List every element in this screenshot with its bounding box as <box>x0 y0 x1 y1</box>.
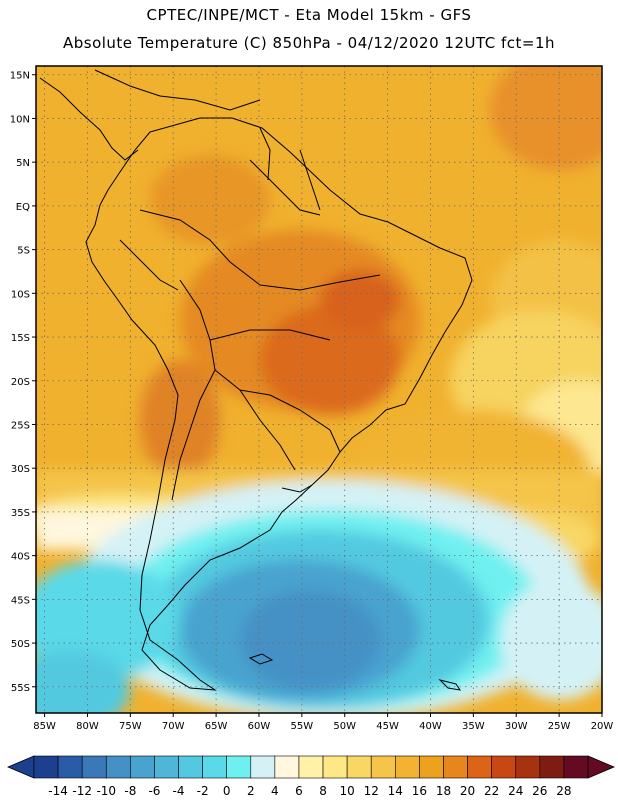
colorbar-swatch <box>443 755 468 779</box>
lat-label: 55S <box>11 683 30 694</box>
colorbar-label: -14 <box>48 784 68 798</box>
lat-label: 5S <box>17 246 30 257</box>
latitude-labels: 15N 10N 5N EQ 5S 10S 15S 20S 25S 30S 35S 40S 45S 50S 5… <box>10 71 30 694</box>
map-frame <box>35 65 603 714</box>
colorbar-label: 28 <box>556 784 571 798</box>
lon-label: 75W <box>119 721 142 732</box>
lat-label: 5N <box>16 158 30 169</box>
colorbar-swatch <box>346 755 372 779</box>
colorbar-swatch <box>515 755 541 779</box>
lon-label: 35W <box>462 721 485 732</box>
longitude-labels: 85W 80W 75W 70W 65W 60W 55W 50W 45W 40W 35W 30W 25W 2… <box>33 721 613 732</box>
lon-label: 65W <box>205 721 228 732</box>
colorbar-swatch <box>154 755 179 779</box>
colorbar-label: 22 <box>484 784 499 798</box>
colorbar-label: 18 <box>436 784 451 798</box>
colorbar-swatch <box>226 755 252 779</box>
lat-label: 10S <box>11 289 30 300</box>
lat-label: 10N <box>10 114 30 125</box>
lat-label: 15S <box>11 333 30 344</box>
colorbar-swatch <box>298 755 324 779</box>
colorbar-swatch <box>539 755 565 779</box>
colorbar-swatch <box>105 755 131 779</box>
coastlines <box>39 69 473 691</box>
lon-label: 60W <box>248 721 271 732</box>
lat-label: 50S <box>11 639 30 650</box>
lat-label: 15N <box>10 71 30 82</box>
lon-label: 20W <box>591 721 614 732</box>
colorbar-label: 10 <box>339 784 354 798</box>
colorbar-swatch <box>563 755 589 779</box>
colorbar-label: -4 <box>173 784 185 798</box>
colorbar-label: 0 <box>223 784 231 798</box>
colorbar-label: 14 <box>388 784 403 798</box>
colorbar-swatch <box>322 755 348 779</box>
colorbar-label: -12 <box>72 784 92 798</box>
temperature-field <box>36 66 602 713</box>
lat-label: 45S <box>11 595 30 606</box>
lat-label: EQ <box>16 202 30 213</box>
colorbar-label: -2 <box>197 784 209 798</box>
colorbar-label: 8 <box>319 784 327 798</box>
map-title-line2: Absolute Temperature (C) 850hPa - 04/12/… <box>62 34 556 52</box>
colorbar-swatch <box>250 755 276 779</box>
colorbar-swatch <box>274 755 300 779</box>
colorbar-label: 6 <box>295 784 303 798</box>
colorbar-label: -8 <box>124 784 136 798</box>
graticule <box>36 66 602 713</box>
colorbar-label: 16 <box>412 784 427 798</box>
lon-label: 80W <box>76 721 99 732</box>
colorbar-label: -10 <box>96 784 116 798</box>
colorbar-high-arrow <box>587 755 616 779</box>
lon-label: 25W <box>548 721 571 732</box>
lon-label: 70W <box>162 721 185 732</box>
lon-label: 55W <box>291 721 314 732</box>
colorbar-swatch <box>419 755 444 779</box>
map-ticks <box>32 74 603 717</box>
colorbar-label: 26 <box>532 784 547 798</box>
lat-label: 25S <box>11 420 30 431</box>
lon-label: 45W <box>376 721 399 732</box>
lon-label: 50W <box>333 721 356 732</box>
colorbar-label: 2 <box>247 784 255 798</box>
lat-label: 40S <box>11 552 30 563</box>
colorbar-label: 20 <box>460 784 475 798</box>
lon-label: 30W <box>505 721 528 732</box>
lat-label: 30S <box>11 464 30 475</box>
colorbar-swatch <box>81 755 107 779</box>
colorbar-swatch <box>202 755 227 779</box>
lon-label: 85W <box>33 721 56 732</box>
lon-label: 40W <box>419 721 442 732</box>
color-scale-legend: -14 -12 -10 -8 -6 -4 -2 0 2 4 6 8 10 12 14 16 18 20 22 24 26… <box>6 755 616 798</box>
colorbar-swatch <box>370 755 396 779</box>
colorbar-swatch <box>178 755 203 779</box>
map-title-line1: CPTEC/INPE/MCT - Eta Model 15km - GFS <box>146 6 472 24</box>
colorbar-label: 4 <box>271 784 279 798</box>
colorbar-swatch <box>467 755 492 779</box>
lat-label: 20S <box>11 377 30 388</box>
colorbar-label: -6 <box>148 784 160 798</box>
colorbar-swatch <box>491 755 517 779</box>
colorbar-swatch <box>395 755 420 779</box>
colorbar-label: 12 <box>364 784 379 798</box>
colorbar-swatch <box>33 755 59 779</box>
colorbar-label: 24 <box>508 784 523 798</box>
colorbar-swatch <box>57 755 83 779</box>
colorbar-swatch <box>130 755 155 779</box>
colorbar-low-arrow <box>6 755 35 779</box>
lat-label: 35S <box>11 508 30 519</box>
